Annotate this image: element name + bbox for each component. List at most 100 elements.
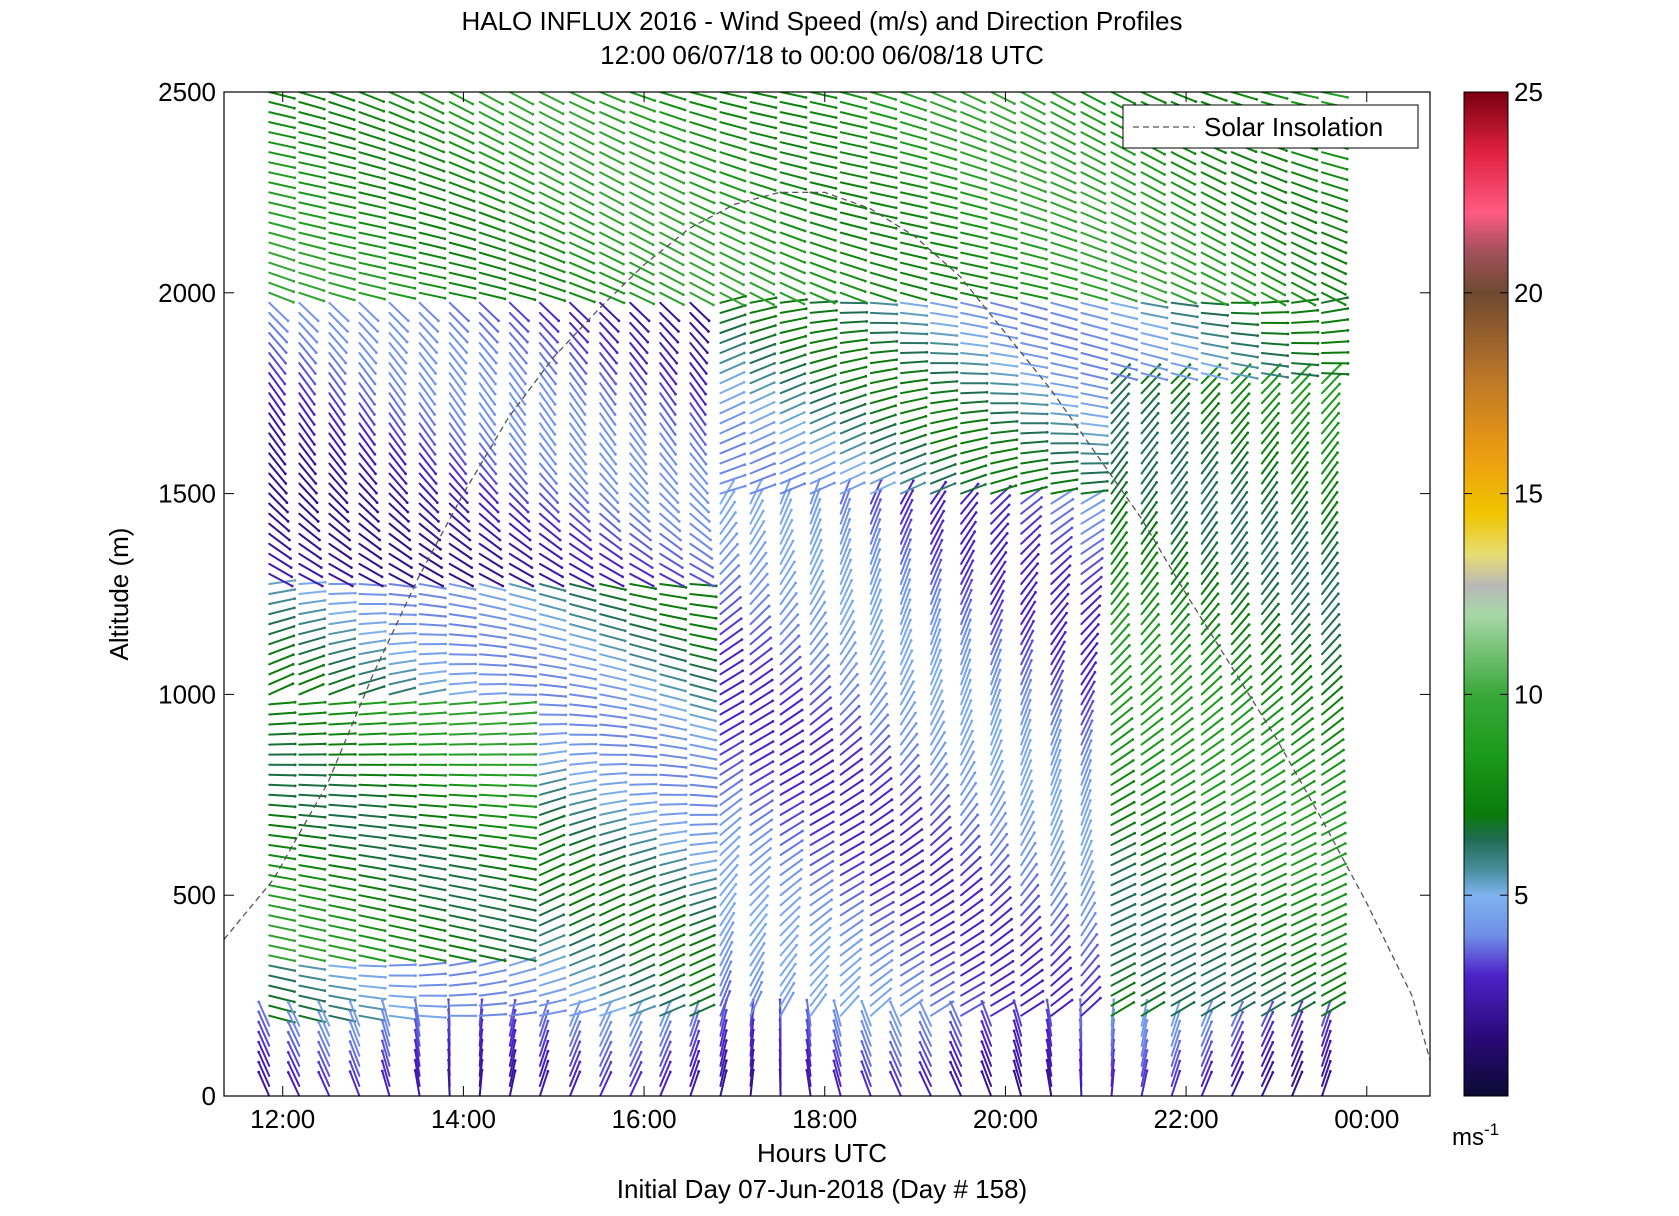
wind-barb xyxy=(328,171,356,180)
wind-barb-head xyxy=(314,472,317,476)
wind-barb xyxy=(388,659,417,666)
wind-barb-head xyxy=(383,666,386,670)
wind-barb xyxy=(508,701,537,706)
wind-barb xyxy=(749,462,776,475)
wind-barb-head xyxy=(503,939,507,943)
wind-barb-head xyxy=(531,575,534,579)
wind-barb xyxy=(448,151,475,164)
wind-barb-head xyxy=(406,319,410,323)
wind-barb-head xyxy=(760,980,764,984)
wind-barb-head xyxy=(832,441,836,444)
wind-barb-head xyxy=(471,141,475,145)
wind-barb xyxy=(569,593,597,602)
wind-barb-head xyxy=(471,584,475,588)
wind-barb xyxy=(569,723,597,727)
wind-barb xyxy=(719,261,745,276)
wind-barb-head xyxy=(317,1070,321,1074)
wind-barb-head xyxy=(985,436,988,440)
wind-barb xyxy=(749,530,766,555)
wind-barb xyxy=(599,643,627,652)
wind-barb-head xyxy=(352,99,356,102)
wind-barb-head xyxy=(863,300,867,304)
wind-barb xyxy=(749,594,770,616)
wind-barb-head xyxy=(503,878,507,882)
wind-barb xyxy=(358,593,387,596)
wind-barb xyxy=(779,887,802,907)
wind-barb-head xyxy=(879,609,883,612)
wind-barb xyxy=(749,1059,755,1087)
wind-barb-head xyxy=(471,102,475,106)
wind-barb xyxy=(358,211,386,219)
wind-barb-head xyxy=(773,483,777,487)
wind-barb-head xyxy=(831,830,835,834)
wind-barb xyxy=(478,251,506,261)
wind-barb-head xyxy=(532,201,535,205)
wind-barb-head xyxy=(1007,513,1010,516)
wind-barb-head xyxy=(789,498,793,502)
wind-barb xyxy=(508,1059,517,1087)
wind-barb-head xyxy=(524,361,528,365)
wind-barb xyxy=(508,241,536,253)
wind-barb-head xyxy=(474,774,478,777)
wind-barb xyxy=(599,836,626,846)
wind-barb-head xyxy=(736,542,739,546)
wind-barb xyxy=(358,884,386,891)
wind-barb xyxy=(508,191,535,205)
wind-barb-head xyxy=(592,933,596,937)
wind-barb xyxy=(538,883,565,897)
wind-barb-head xyxy=(654,809,658,813)
wind-barb xyxy=(538,542,563,560)
wind-barb xyxy=(388,994,417,999)
wind-barb-head xyxy=(684,747,688,751)
wind-barb-head xyxy=(729,970,732,973)
wind-barb-head xyxy=(444,774,447,777)
wind-barb-head xyxy=(504,836,507,840)
wind-barb xyxy=(418,894,447,902)
wind-barb xyxy=(749,875,770,897)
wind-barb-head xyxy=(412,149,416,153)
wind-barb-head xyxy=(850,579,853,582)
wind-barb-head xyxy=(563,619,567,622)
wind-barb-head xyxy=(293,753,297,756)
wind-barb xyxy=(418,572,444,587)
wind-barb xyxy=(569,562,594,578)
wind-barb xyxy=(689,392,707,416)
wind-barb-head xyxy=(513,1059,517,1062)
wind-barb-head xyxy=(878,518,882,521)
wind-barb-head xyxy=(864,176,868,180)
wind-barb xyxy=(508,623,537,631)
wind-barb xyxy=(538,853,565,867)
wind-barb-head xyxy=(323,815,327,819)
wind-barb-head xyxy=(802,441,806,444)
wind-barb xyxy=(960,372,988,375)
wind-barb-head xyxy=(383,919,387,922)
wind-barb xyxy=(538,181,565,196)
wind-barb-head xyxy=(474,1014,478,1018)
wind-barb xyxy=(418,362,437,385)
wind-barb-head xyxy=(712,222,716,226)
wind-barb-head xyxy=(969,588,973,592)
wind-barb xyxy=(478,111,504,126)
wind-barb xyxy=(659,653,687,662)
wind-barb-head xyxy=(860,928,864,932)
wind-barb-head xyxy=(564,704,568,708)
wind-barb xyxy=(719,371,746,385)
wind-barb xyxy=(538,442,557,466)
wind-barb-head xyxy=(562,814,566,818)
wind-barb xyxy=(358,783,387,787)
wind-barb xyxy=(599,790,627,796)
wind-barb-head xyxy=(848,497,852,501)
wind-barb xyxy=(779,488,792,515)
wind-barb-head xyxy=(652,884,656,887)
wind-barb-head xyxy=(740,648,744,652)
wind-barb-head xyxy=(501,102,505,106)
wind-barb-head xyxy=(473,597,477,601)
wind-barb-head xyxy=(437,529,441,533)
wind-barb xyxy=(749,161,777,171)
wind-barb xyxy=(538,583,566,592)
wind-barb xyxy=(569,412,586,436)
wind-barb xyxy=(629,1041,643,1067)
wind-barb-head xyxy=(798,655,802,659)
wind-barb-head xyxy=(886,724,890,727)
wind-barb xyxy=(414,999,421,1027)
